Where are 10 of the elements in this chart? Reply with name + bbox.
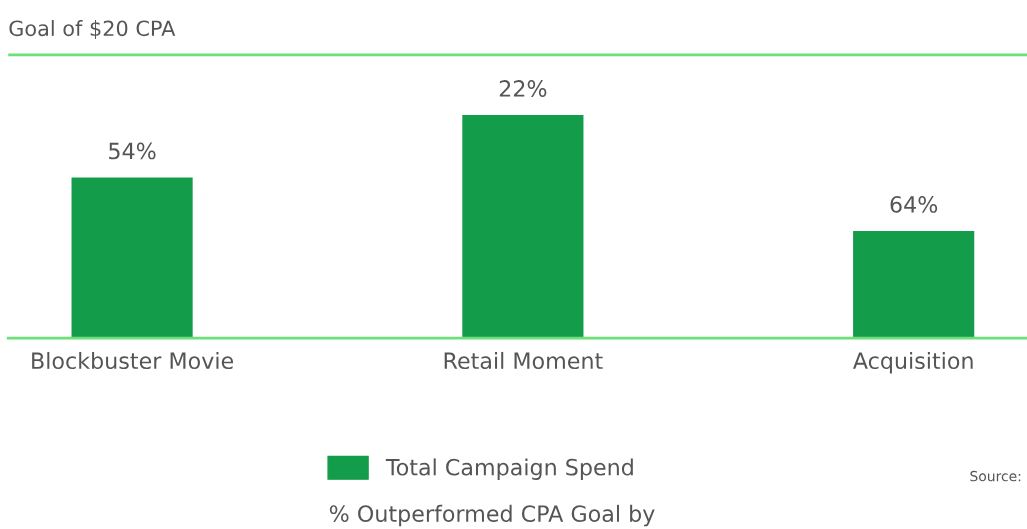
x-tick-label: Blockbuster Movie: [32, 351, 234, 370]
text: % Outperformed CPA Goal by: [329, 504, 655, 527]
legend-label: Total Campaign Spend: [385, 458, 633, 480]
annotation: 64%: [890, 196, 938, 213]
ref-line-label: Goal of $20 CPA: [9, 20, 176, 39]
annotation: 22%: [499, 80, 547, 97]
x-tick-label: Acquisition: [852, 351, 973, 374]
annotation: 54%: [109, 142, 156, 160]
source-note: Source:: [970, 470, 1021, 482]
x-tick-label: Retail Moment: [444, 351, 603, 370]
